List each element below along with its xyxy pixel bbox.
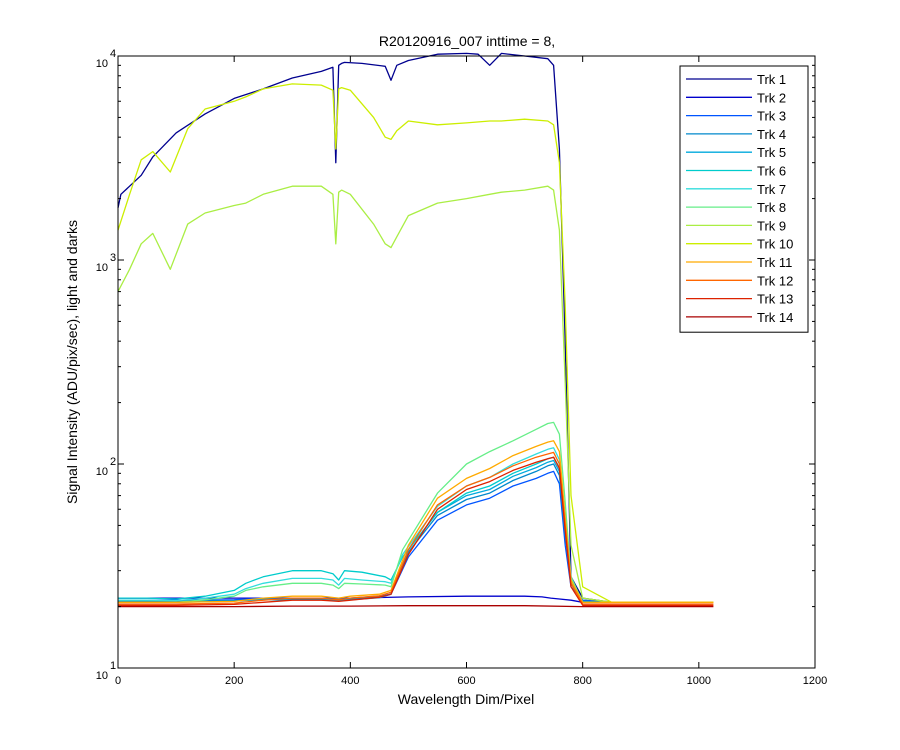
legend-label: Trk 1 <box>757 72 786 87</box>
x-tick-label: 1200 <box>803 675 827 687</box>
legend-label: Trk 11 <box>757 255 792 270</box>
series-line-trk-8 <box>118 421 714 603</box>
x-tick-label: 400 <box>341 675 359 687</box>
legend-box <box>679 65 809 333</box>
x-axis-label: Wavelength Dim/Pixel <box>398 691 534 707</box>
y-tick-label-exponent: 2 <box>110 456 116 468</box>
series-line-trk-13 <box>118 456 714 606</box>
legend-label: Trk 9 <box>757 218 786 233</box>
legend-label: Trk 10 <box>757 237 793 252</box>
legend-label: Trk 2 <box>757 90 786 105</box>
x-tick-label: 200 <box>225 675 243 687</box>
y-tick-label: 10 <box>96 58 108 70</box>
x-tick-label: 1000 <box>687 675 711 687</box>
series-line-trk-6 <box>118 456 714 603</box>
y-axis-label: Signal Intensity (ADU/pix/sec), light an… <box>64 220 80 504</box>
legend-label: Trk 6 <box>757 164 786 179</box>
series-line-trk-9 <box>117 185 714 603</box>
series-line-trk-1 <box>117 52 714 603</box>
legend-label: Trk 7 <box>757 182 786 197</box>
series-line-trk-14 <box>118 605 714 608</box>
y-tick-label-exponent: 4 <box>110 48 116 60</box>
legend-label: Trk 3 <box>757 109 786 124</box>
x-tick-label: 600 <box>457 675 475 687</box>
y-tick-label: 10 <box>96 670 108 682</box>
series-layer <box>117 52 714 608</box>
series-line-trk-10 <box>117 83 714 603</box>
legend-label: Trk 13 <box>757 292 793 307</box>
y-tick-label-exponent: 3 <box>110 252 116 264</box>
y-tick-label: 10 <box>96 262 108 274</box>
legend: Trk 1 Trk 2 Trk 3 Trk 4 Trk 5 Trk 6 Trk 7 Trk 8… <box>679 65 809 333</box>
series-line-trk-11 <box>118 440 714 603</box>
x-tick-label: 0 <box>115 675 121 687</box>
legend-label: Trk 14 <box>757 310 793 325</box>
legend-label: Trk 4 <box>757 127 786 142</box>
series-line-trk-5 <box>118 459 714 603</box>
legend-label: Trk 8 <box>757 200 786 215</box>
series-line-trk-7 <box>118 447 714 603</box>
x-tick-label: 800 <box>573 675 591 687</box>
y-tick-label-exponent: 1 <box>110 660 116 672</box>
y-tick-label: 10 <box>96 466 108 478</box>
chart-title: R20120916_007 inttime = 8, <box>379 33 555 49</box>
legend-label: Trk 5 <box>757 145 786 160</box>
legend-label: Trk 12 <box>757 273 793 288</box>
